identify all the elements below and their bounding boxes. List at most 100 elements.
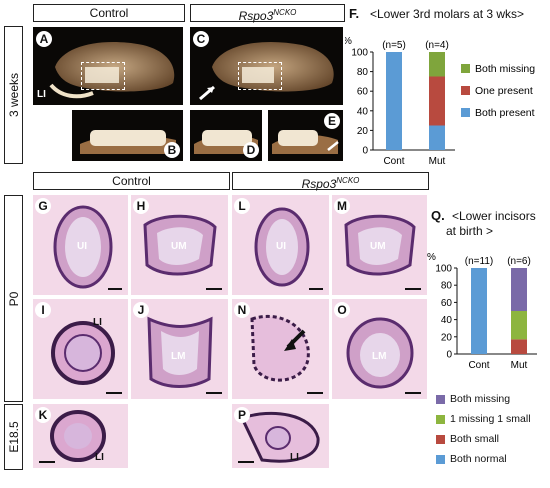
legend-label: Both normal xyxy=(450,453,507,465)
tissue-label-lm: LM xyxy=(171,351,186,362)
y-axis-label: % xyxy=(427,252,436,263)
legend-label: Both present xyxy=(475,107,535,119)
panel-k-lower-incisor-e18-5: K LI xyxy=(33,404,128,468)
x-tick-label: Cont xyxy=(383,156,404,167)
x-tick-label: Mut xyxy=(429,156,446,167)
legend-swatch xyxy=(436,394,445,404)
header-control-top: Control xyxy=(33,4,185,22)
row-label-3-weeks: 3 weeks xyxy=(4,26,23,164)
chart-f: % 0 20 40 60 80 100 (n=5) Cont (n=4) Mut Both missi… xyxy=(345,36,535,167)
n-label: (n=6) xyxy=(507,256,531,267)
panel-label-n: N xyxy=(234,302,250,318)
y-axis-label: % xyxy=(345,36,352,47)
panel-label-d: D xyxy=(243,142,259,158)
scale-bar xyxy=(307,392,323,394)
scale-bar xyxy=(108,288,122,290)
panel-c-skull-microct: C xyxy=(190,27,343,105)
y-tick-label: 0 xyxy=(362,146,368,157)
histology-image xyxy=(53,205,113,289)
n-label: (n=11) xyxy=(465,256,493,267)
header-control-bottom: Control xyxy=(33,172,230,190)
row-label-e18-5: E18.5 xyxy=(4,404,23,470)
n-label: (n=4) xyxy=(425,40,449,51)
bar-segment xyxy=(386,52,402,150)
row-label-p0: P0 xyxy=(4,195,23,402)
y-tick-label: 20 xyxy=(357,126,369,137)
panel-label-o: O xyxy=(334,302,350,318)
histology-image xyxy=(51,321,115,385)
chart-q-title-line2: at birth > xyxy=(446,224,494,238)
tissue-label-um: UM xyxy=(171,241,187,252)
y-tick-label: 80 xyxy=(441,281,453,292)
tissue-label-lm: LM xyxy=(372,351,387,362)
panel-j-lower-molar: J LM xyxy=(131,299,228,399)
histology-image xyxy=(250,314,310,382)
panel-d-molar-closeup: D xyxy=(190,110,262,161)
panel-g-upper-incisor: G UI xyxy=(33,195,128,295)
panel-l-upper-incisor-mutant: L UI xyxy=(232,195,329,295)
chart-q-title-line1: <Lower incisors xyxy=(452,209,536,223)
scale-bar xyxy=(206,392,222,394)
legend-label: Both missing xyxy=(475,63,535,75)
panel-label-c: C xyxy=(193,31,209,47)
tissue-label-li: LI xyxy=(290,452,299,463)
bar-segment xyxy=(471,268,487,354)
panel-e-molar-closeup: E xyxy=(268,110,343,161)
y-tick-label: 80 xyxy=(357,67,369,78)
y-tick-label: 20 xyxy=(441,332,453,343)
histology-image xyxy=(344,214,416,276)
panel-h-upper-molar: H UM xyxy=(131,195,228,295)
scale-bar xyxy=(39,461,55,463)
legend-swatch xyxy=(436,454,445,464)
zoom-box xyxy=(81,62,125,90)
histology-image xyxy=(143,214,217,276)
panel-label-e: E xyxy=(324,113,340,129)
y-tick-label: 0 xyxy=(446,350,452,361)
chart-f-letter: F. xyxy=(349,6,360,21)
tissue-label-ui: UI xyxy=(77,241,87,252)
panel-label-m: M xyxy=(334,198,350,214)
histology-image xyxy=(239,411,320,463)
scale-bar xyxy=(405,288,421,290)
legend-label: Both missing xyxy=(450,393,511,405)
histology-image xyxy=(346,317,414,389)
legend-swatch xyxy=(461,86,470,95)
bar-segment xyxy=(429,52,445,77)
zoom-box xyxy=(238,62,282,90)
row-label-text: 3 weeks xyxy=(6,72,21,118)
molar-image xyxy=(194,130,258,154)
panel-p-lower-incisor-mutant-e18-5: P LI xyxy=(232,404,329,468)
scale-bar xyxy=(238,461,254,463)
legend-swatch xyxy=(436,434,445,444)
bar-segment xyxy=(429,125,445,150)
legend-item: Both missing xyxy=(436,389,548,409)
panel-o-lower-molar-mutant: O LM xyxy=(332,299,427,399)
tissue-label-li: LI xyxy=(93,317,102,328)
panel-i-lower-incisor: I LI xyxy=(33,299,128,399)
panel-b-molar-closeup: B xyxy=(72,110,183,161)
x-tick-label: Cont xyxy=(468,360,489,371)
panel-n-lower-incisor-mutant: N xyxy=(232,299,329,399)
panel-label-k: K xyxy=(35,407,51,423)
molar-image xyxy=(80,130,176,154)
legend-item: Both normal xyxy=(436,449,548,469)
tissue-label-li: LI xyxy=(95,452,104,463)
scale-bar xyxy=(106,392,122,394)
tissue-label-li: LI xyxy=(37,89,46,100)
histology-image xyxy=(50,410,106,462)
y-tick-label: 60 xyxy=(357,87,369,98)
x-tick-label: Mut xyxy=(511,360,528,371)
y-tick-label: 40 xyxy=(441,315,453,326)
bar-segment xyxy=(511,311,527,340)
panel-label-h: H xyxy=(133,198,149,214)
bar-segment xyxy=(429,76,445,126)
skull-image xyxy=(49,41,175,99)
legend-item: Both small xyxy=(436,429,548,449)
legend-swatch xyxy=(461,64,470,73)
scale-bar xyxy=(206,288,222,290)
bar-segment xyxy=(511,268,527,311)
n-label: (n=5) xyxy=(382,40,406,51)
panel-label-i: I xyxy=(35,302,51,318)
skull-image xyxy=(199,41,334,101)
bar-segment xyxy=(511,339,527,354)
